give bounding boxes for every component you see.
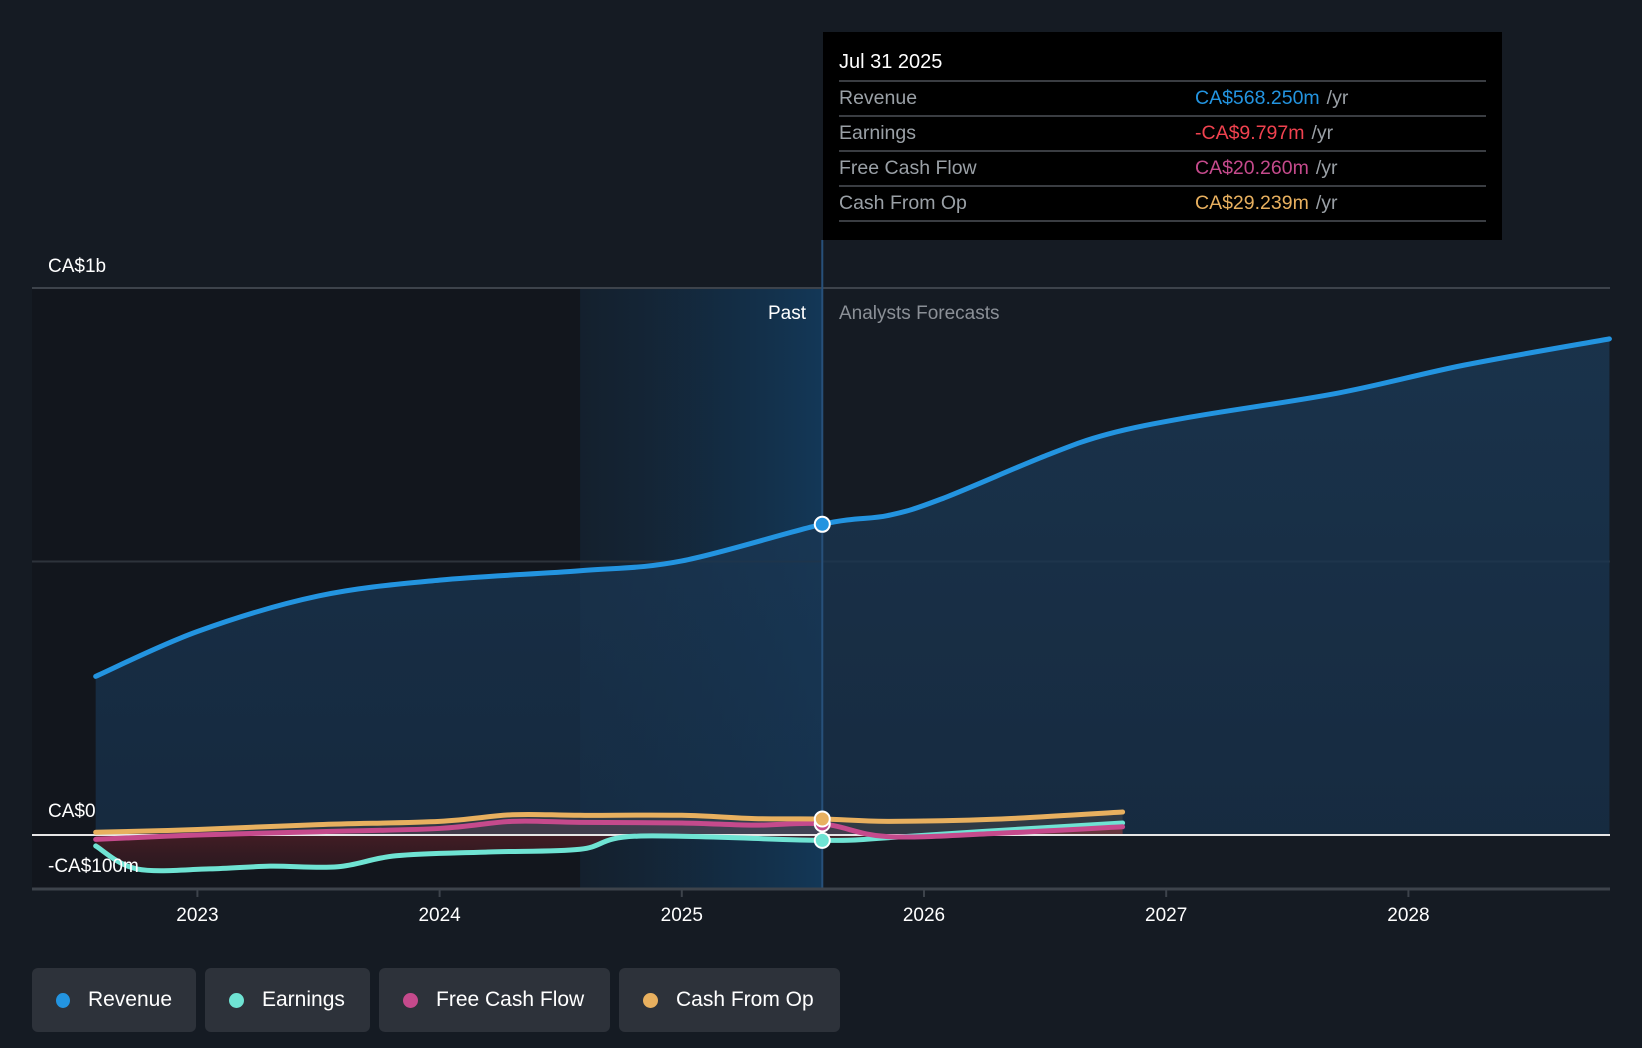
earnings-area	[95, 822, 1123, 871]
tooltip-unit: /yr	[1326, 87, 1349, 109]
x-tick-label: 2027	[1145, 905, 1187, 926]
tooltip-row-earnings: Earnings -CA$9.797m /yr	[839, 117, 1486, 152]
forecast-label: Analysts Forecasts	[839, 303, 1000, 324]
tooltip-value: CA$29.239m	[1195, 192, 1309, 214]
tooltip-value: CA$568.250m	[1195, 87, 1320, 109]
revenue-dot-icon	[56, 992, 70, 1008]
tooltip-row-free-cash-flow: Free Cash Flow CA$20.260m /yr	[839, 152, 1486, 187]
revenue-area	[95, 338, 1610, 835]
tooltip: Jul 31 2025 Revenue CA$568.250m /yr Earn…	[823, 32, 1502, 240]
y-tick-label-neg100m: -CA$100m	[48, 856, 139, 877]
legend-item-revenue[interactable]: Revenue	[32, 968, 196, 1032]
revenue-line	[93, 336, 1612, 679]
legend-item-earnings[interactable]: Earnings	[205, 968, 370, 1032]
tooltip-unit: /yr	[1315, 192, 1338, 214]
tooltip-unit: /yr	[1311, 122, 1334, 144]
earnings-marker[interactable]	[813, 831, 831, 849]
legend-item-cash-from-op[interactable]: Cash From Op	[619, 968, 840, 1032]
x-tick-label: 2024	[418, 905, 461, 926]
tooltip-value: CA$20.260m	[1195, 157, 1309, 179]
tooltip-label: Cash From Op	[839, 192, 967, 214]
y-tick-label-1b: CA$1b	[48, 256, 106, 277]
x-tick-label: 2025	[661, 905, 703, 926]
legend-label: Cash From Op	[676, 988, 814, 1011]
earnings-dot-icon	[229, 992, 244, 1008]
tooltip-value: -CA$9.797m	[1195, 122, 1305, 144]
cash-from-op-dot-icon	[643, 992, 658, 1008]
tooltip-label: Revenue	[839, 87, 918, 109]
legend: Revenue Earnings Free Cash Flow Cash Fro…	[32, 968, 840, 1032]
revenue-marker[interactable]	[813, 515, 831, 533]
x-tick-label: 2028	[1387, 905, 1429, 926]
legend-label: Earnings	[262, 988, 345, 1011]
tooltip-unit: /yr	[1315, 157, 1338, 179]
legend-item-free-cash-flow[interactable]: Free Cash Flow	[379, 968, 610, 1032]
legend-label: Revenue	[87, 988, 172, 1011]
tooltip-label: Earnings	[839, 122, 916, 144]
tooltip-row-cash-from-op: Cash From Op CA$29.239m /yr	[839, 187, 1486, 222]
cash-from-op-line	[93, 809, 1126, 835]
free-cash-flow-line	[93, 818, 1126, 842]
tooltip-label: Free Cash Flow	[839, 157, 977, 179]
cash-from-op-marker[interactable]	[813, 810, 831, 828]
legend-label: Free Cash Flow	[436, 988, 585, 1011]
x-tick-label: 2023	[176, 905, 218, 926]
tooltip-row-revenue: Revenue CA$568.250m /yr	[839, 82, 1486, 117]
y-tick-label-0: CA$0	[48, 801, 96, 822]
tooltip-date: Jul 31 2025	[839, 44, 1486, 82]
x-tick-label: 2026	[903, 905, 945, 926]
free-cash-flow-dot-icon	[403, 992, 418, 1008]
past-label: Past	[768, 303, 807, 324]
